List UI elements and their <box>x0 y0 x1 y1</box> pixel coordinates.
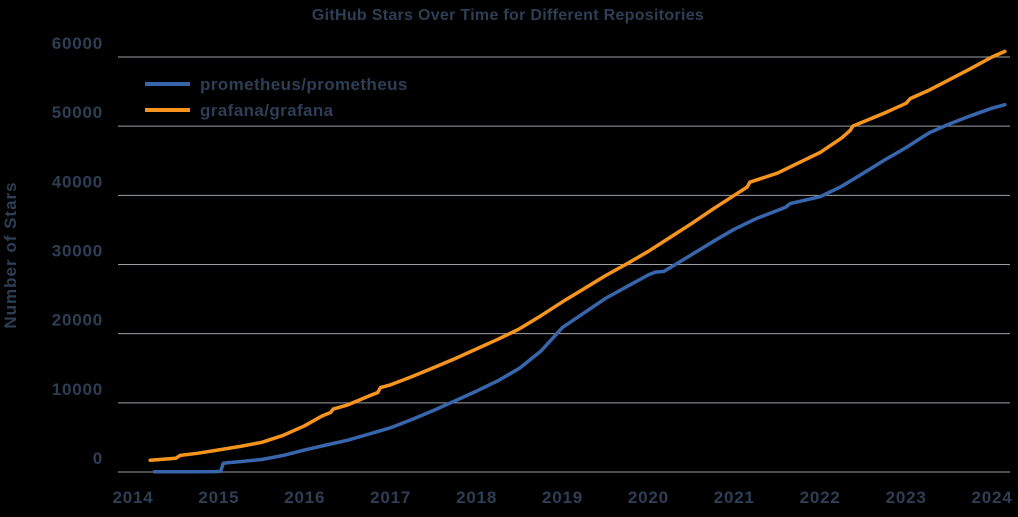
y-tick-label: 30000 <box>52 241 103 260</box>
legend-label-prometheus: prometheus/prometheus <box>200 75 408 94</box>
x-tick-label: 2018 <box>456 488 497 507</box>
x-axis-ticks: 2014 2015 2016 2017 2018 2019 2020 2021 2022 2023… <box>112 488 1012 507</box>
y-tick-label: 20000 <box>52 311 103 330</box>
data-series <box>148 49 1007 474</box>
line-prometheus <box>152 102 1007 474</box>
gridlines <box>118 56 1010 473</box>
y-axis-label: Number of Stars <box>1 181 20 328</box>
x-tick-label: 2024 <box>971 488 1012 507</box>
x-tick-label: 2014 <box>112 488 153 507</box>
chart-title: GitHub Stars Over Time for Different Rep… <box>312 7 704 24</box>
x-tick-label: 2022 <box>800 488 841 507</box>
x-tick-label: 2020 <box>628 488 669 507</box>
y-tick-label: 50000 <box>52 103 103 122</box>
x-tick-label: 2017 <box>370 488 411 507</box>
x-tick-label: 2021 <box>714 488 755 507</box>
x-tick-label: 2019 <box>542 488 583 507</box>
x-tick-label: 2015 <box>198 488 239 507</box>
legend: prometheus/prometheus grafana/grafana <box>145 75 408 120</box>
line-grafana <box>148 49 1007 462</box>
x-tick-label: 2023 <box>886 488 927 507</box>
y-tick-label: 60000 <box>52 34 103 53</box>
y-tick-label: 0 <box>93 449 103 468</box>
x-tick-label: 2016 <box>284 488 325 507</box>
legend-label-grafana: grafana/grafana <box>200 101 334 120</box>
y-axis-ticks: 0 10000 20000 30000 40000 50000 60000 <box>52 34 103 468</box>
y-tick-label: 40000 <box>52 172 103 191</box>
y-tick-label: 10000 <box>52 380 103 399</box>
